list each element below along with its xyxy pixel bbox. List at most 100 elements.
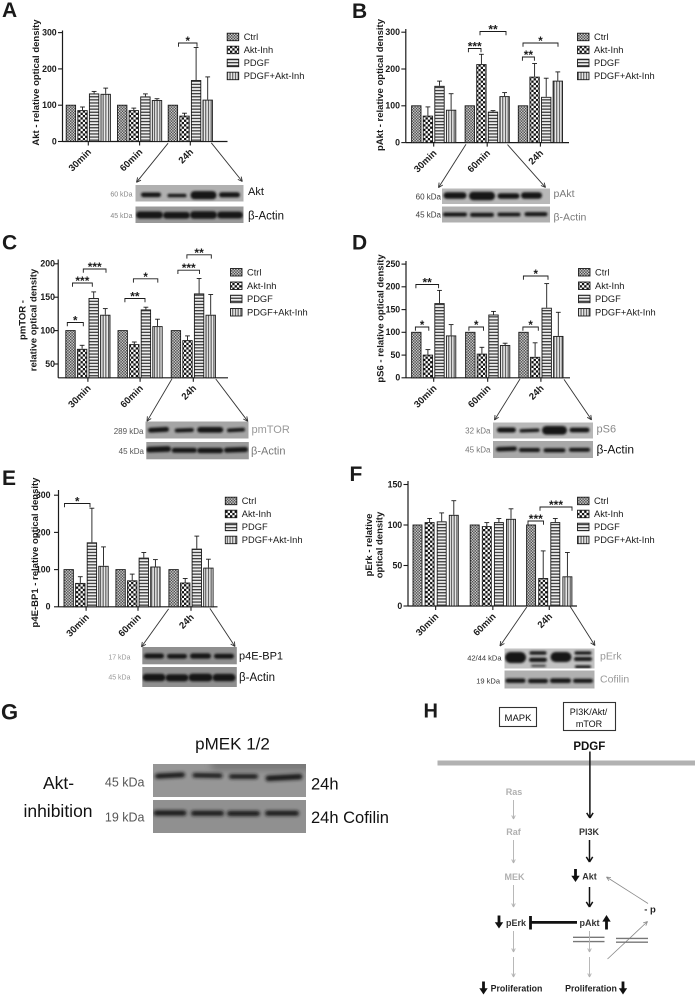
svg-text:PDGF: PDGF (244, 58, 270, 68)
svg-text:17 kDa: 17 kDa (108, 655, 130, 662)
svg-text:*: * (420, 320, 425, 332)
svg-text:Proliferation: Proliferation (565, 984, 617, 994)
svg-text:β-Actin: β-Actin (251, 446, 285, 458)
svg-text:Ctrl: Ctrl (594, 32, 608, 42)
svg-text:Ctrl: Ctrl (595, 268, 609, 278)
svg-text:PI3K/Akt/: PI3K/Akt/ (570, 707, 608, 717)
svg-text:F: F (350, 463, 363, 486)
svg-text:100: 100 (40, 326, 55, 336)
svg-text:24h Cofilin: 24h Cofilin (311, 809, 389, 827)
svg-text:50: 50 (45, 359, 55, 369)
svg-text:0: 0 (46, 602, 51, 612)
svg-text:pAkt: pAkt (580, 918, 600, 928)
svg-text:200: 200 (40, 259, 55, 269)
svg-text:inhibition: inhibition (23, 801, 92, 821)
svg-text:19 kDa: 19 kDa (476, 677, 501, 686)
svg-text:β-Actin: β-Actin (597, 443, 635, 457)
svg-text:β-Actin: β-Actin (554, 212, 587, 224)
svg-text:250: 250 (386, 259, 401, 269)
svg-text:Proliferation: Proliferation (491, 984, 543, 994)
svg-text:***: *** (529, 512, 543, 526)
svg-text:Ctrl: Ctrl (244, 32, 258, 42)
svg-text:pS6 - relative optical density: pS6 - relative optical density (376, 254, 387, 383)
svg-text:100: 100 (36, 565, 51, 575)
svg-text:**: ** (130, 290, 140, 304)
svg-text:60 kDa: 60 kDa (110, 191, 132, 198)
svg-text:45 kDa: 45 kDa (416, 211, 442, 220)
svg-text:Raf: Raf (506, 827, 522, 837)
svg-text:PDGF+Akt-Inh: PDGF+Akt-Inh (594, 71, 655, 81)
svg-text:PDGF: PDGF (595, 294, 621, 304)
svg-text:***: *** (75, 274, 89, 288)
svg-text:24h: 24h (311, 776, 339, 794)
svg-text:Ras: Ras (506, 787, 523, 797)
svg-text:Akt-Inh: Akt-Inh (594, 45, 623, 55)
svg-text:289 kDa: 289 kDa (114, 427, 144, 436)
svg-text:pmTOR: pmTOR (252, 424, 290, 436)
svg-text:**: ** (488, 23, 498, 37)
svg-text:0: 0 (395, 138, 400, 148)
svg-text:p4E-BP1 - relative optical den: p4E-BP1 - relative optical density (30, 477, 41, 628)
svg-text:PDGF+Akt-Inh: PDGF+Akt-Inh (244, 71, 305, 81)
svg-text:PDGF+Akt-Inh: PDGF+Akt-Inh (594, 535, 655, 545)
svg-text:Akt-Inh: Akt-Inh (247, 281, 276, 291)
svg-text:G: G (1, 700, 18, 725)
svg-text:A: A (2, 0, 17, 22)
svg-text:PI3K: PI3K (579, 827, 600, 837)
svg-text:p4E-BP1: p4E-BP1 (239, 651, 283, 663)
svg-text:100: 100 (386, 327, 401, 337)
svg-text:Akt-Inh: Akt-Inh (242, 509, 271, 519)
svg-text:pMEK 1/2: pMEK 1/2 (195, 735, 270, 754)
svg-text:*: * (474, 320, 479, 332)
svg-text:***: *** (549, 498, 563, 512)
svg-text:45 kDa: 45 kDa (465, 446, 491, 455)
svg-text:Akt - relative optical density: Akt - relative optical density (31, 19, 42, 146)
svg-text:pErk: pErk (600, 651, 622, 663)
svg-text:300: 300 (385, 27, 400, 37)
svg-text:0: 0 (52, 136, 57, 146)
svg-text:relative optical density: relative optical density (29, 268, 40, 371)
svg-text:50: 50 (390, 350, 400, 360)
svg-text:45 kDa: 45 kDa (105, 776, 145, 790)
svg-text:0: 0 (397, 601, 402, 611)
svg-text:pmTOR -: pmTOR - (18, 300, 29, 340)
svg-text:45 kDa: 45 kDa (108, 675, 130, 682)
svg-text:***: *** (88, 260, 102, 274)
svg-text:Cofilin: Cofilin (600, 674, 629, 686)
svg-text:PDGF: PDGF (242, 522, 268, 532)
svg-text:pErk: pErk (506, 918, 527, 928)
svg-text:0: 0 (395, 373, 400, 383)
svg-text:Ctrl: Ctrl (247, 268, 261, 278)
svg-text:300: 300 (36, 490, 51, 500)
svg-text:pAkt - relative optical densit: pAkt - relative optical density (375, 18, 386, 151)
svg-text:*: * (186, 36, 191, 48)
svg-text:*: * (538, 36, 543, 48)
svg-text:**: ** (194, 246, 204, 260)
svg-text:Ctrl: Ctrl (242, 496, 256, 506)
svg-text:PDGF: PDGF (573, 741, 605, 753)
svg-text:PDGF+Akt-Inh: PDGF+Akt-Inh (595, 308, 656, 318)
svg-text:Akt-Inh: Akt-Inh (594, 509, 623, 519)
svg-text:pS6: pS6 (597, 424, 617, 436)
svg-text:D: D (352, 232, 367, 255)
svg-text:PDGF: PDGF (594, 522, 620, 532)
svg-text:Akt-: Akt- (43, 773, 74, 793)
svg-text:19 kDa: 19 kDa (105, 811, 145, 825)
svg-text:PDGF+Akt-Inh: PDGF+Akt-Inh (242, 535, 303, 545)
svg-text:PDGF: PDGF (247, 294, 273, 304)
svg-text:Ctrl: Ctrl (594, 496, 608, 506)
svg-text:B: B (352, 0, 367, 23)
svg-text:150: 150 (386, 305, 401, 315)
svg-text:MEK: MEK (505, 872, 526, 882)
svg-text:MAPK: MAPK (505, 713, 533, 724)
svg-text:- p: - p (644, 905, 656, 916)
svg-text:150: 150 (388, 479, 403, 489)
svg-text:PDGF+Akt-Inh: PDGF+Akt-Inh (247, 308, 308, 318)
svg-text:200: 200 (386, 282, 401, 292)
svg-text:Akt: Akt (582, 872, 597, 882)
svg-text:32 kDa: 32 kDa (465, 427, 491, 436)
svg-text:100: 100 (385, 101, 400, 111)
svg-text:mTOR: mTOR (576, 719, 603, 729)
svg-text:45 kDa: 45 kDa (119, 447, 145, 456)
svg-text:60 kDa: 60 kDa (416, 193, 442, 202)
